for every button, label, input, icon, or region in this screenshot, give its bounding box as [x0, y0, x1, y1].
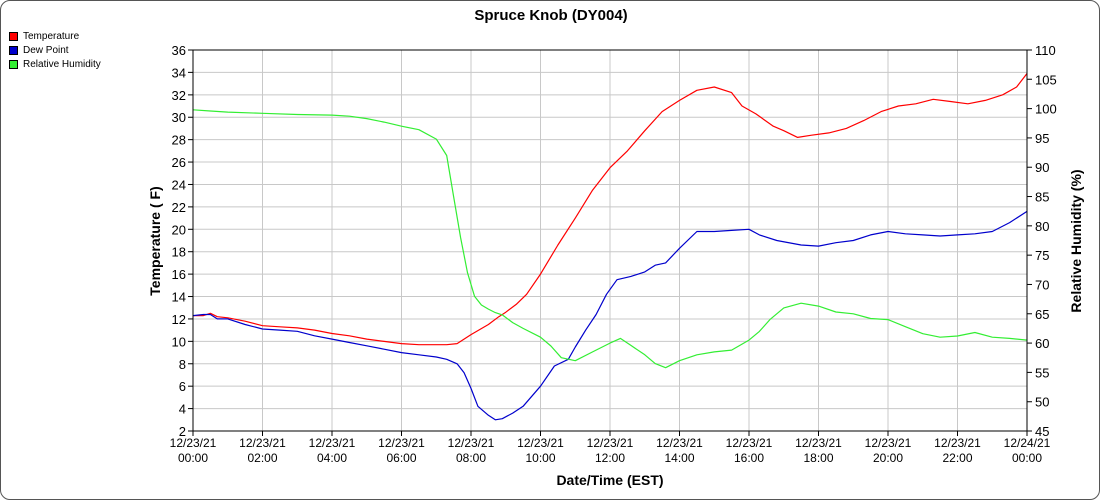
y-tick-label: 24 [172, 177, 186, 192]
series-line-dew-point [192, 210, 1028, 421]
grid [192, 49, 1028, 432]
x-tick-label-date: 12/23/21 [239, 436, 286, 450]
x-tick-label-time: 00:00 [1012, 451, 1042, 465]
legend-item-dew-point: Dew Point [9, 43, 101, 57]
y-tick-label: 30 [172, 110, 186, 125]
y2-tick-label: 90 [1035, 160, 1049, 175]
y-tick-label: 28 [172, 133, 186, 148]
x-tick-label-date: 12/23/21 [448, 436, 495, 450]
x-tick-label-date: 12/23/21 [587, 436, 634, 450]
series-layer [192, 73, 1028, 421]
x-tick-label-date: 12/24/21 [1004, 436, 1051, 450]
series-line-temperature [193, 73, 1028, 346]
x-tick-label-date: 12/23/21 [170, 436, 217, 450]
y2-tick-label: 55 [1035, 365, 1049, 380]
x-tick-label-time: 00:00 [178, 451, 208, 465]
y2-tick-label: 60 [1035, 336, 1049, 351]
y-axis-label: Temperature ( F) [147, 186, 163, 295]
legend-label-dew-point: Dew Point [23, 44, 69, 56]
x-tick-label-time: 04:00 [317, 451, 347, 465]
x-tick-label-date: 12/23/21 [517, 436, 564, 450]
y2-tick-label: 70 [1035, 277, 1049, 292]
x-tick-label-time: 20:00 [873, 451, 903, 465]
x-tick-label-time: 14:00 [664, 451, 694, 465]
y-tick-label: 14 [172, 290, 186, 305]
y2-tick-label: 75 [1035, 248, 1049, 263]
x-tick-label-time: 06:00 [386, 451, 416, 465]
y-tick-label: 32 [172, 88, 186, 103]
y-tick-label: 2 [179, 424, 186, 439]
x-tick-label-time: 12:00 [595, 451, 625, 465]
y-tick-label: 6 [179, 379, 186, 394]
y-tick-label: 26 [172, 155, 186, 170]
y2-tick-label: 85 [1035, 190, 1049, 205]
y2-axis-label: Relative Humidity (%) [1068, 169, 1084, 312]
y-tick-label: 22 [172, 200, 186, 215]
x-tick-label-date: 12/23/21 [656, 436, 703, 450]
legend-label-relative-humidity: Relative Humidity [23, 58, 101, 70]
legend-swatch-dew-point [9, 45, 18, 55]
y2-tick-label: 80 [1035, 219, 1049, 234]
y2-tick-label: 95 [1035, 131, 1049, 146]
y2-tick-label: 110 [1035, 43, 1056, 58]
legend-item-relative-humidity: Relative Humidity [9, 57, 101, 71]
legend-item-temperature: Temperature [9, 29, 101, 43]
y2-tick-label: 45 [1035, 424, 1049, 439]
y-tick-label: 36 [172, 43, 186, 58]
y-tick-label: 18 [172, 245, 186, 260]
x-tick-label-time: 10:00 [525, 451, 555, 465]
y2-tick-label: 105 [1035, 72, 1057, 87]
y-tick-label: 12 [172, 312, 186, 327]
x-tick-label-date: 12/23/21 [865, 436, 912, 450]
y-tick-label: 10 [172, 334, 186, 349]
axes: 2468101214161820222426283032343645505560… [170, 43, 1057, 465]
y2-tick-label: 50 [1035, 395, 1049, 410]
legend-swatch-relative-humidity [9, 59, 18, 69]
x-tick-label-time: 22:00 [942, 451, 972, 465]
legend: Temperature Dew Point Relative Humidity [9, 29, 101, 71]
y-tick-label: 8 [179, 357, 186, 372]
x-tick-label-date: 12/23/21 [378, 436, 425, 450]
y-tick-label: 20 [172, 222, 186, 237]
legend-swatch-temperature [9, 31, 18, 41]
x-tick-label-time: 08:00 [456, 451, 486, 465]
x-tick-label-date: 12/23/21 [795, 436, 842, 450]
x-tick-label-time: 02:00 [247, 451, 277, 465]
series-line-relative-humidity [192, 109, 1028, 369]
x-tick-label-date: 12/23/21 [309, 436, 356, 450]
chart-title: Spruce Knob (DY004) [474, 7, 627, 24]
x-tick-label-time: 18:00 [803, 451, 833, 465]
y-tick-label: 4 [179, 402, 186, 417]
y-tick-label: 34 [172, 65, 186, 80]
y2-tick-label: 65 [1035, 307, 1049, 322]
x-tick-label-date: 12/23/21 [726, 436, 773, 450]
x-tick-label-date: 12/23/21 [934, 436, 981, 450]
x-axis-label: Date/Time (EST) [556, 472, 663, 488]
y2-tick-label: 100 [1035, 102, 1057, 117]
y-tick-label: 16 [172, 267, 186, 282]
legend-label-temperature: Temperature [23, 30, 80, 42]
x-tick-label-time: 16:00 [734, 451, 764, 465]
